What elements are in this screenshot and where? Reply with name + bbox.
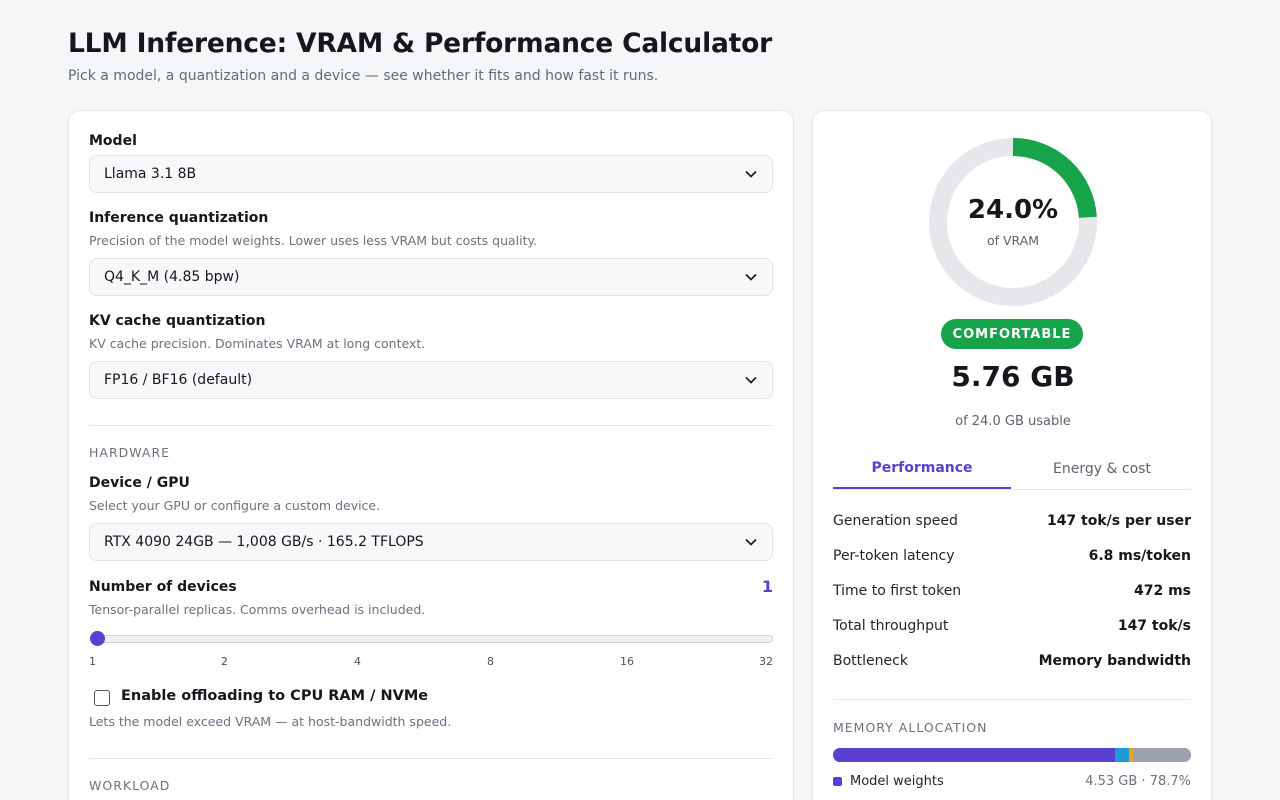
metric-label: Total throughput (833, 618, 949, 634)
status-badge: COMFORTABLE (941, 319, 1083, 349)
memory-section-label: MEMORY ALLOCATION (833, 720, 988, 735)
vram-percent-sub: of VRAM (986, 233, 1040, 248)
vram-usable-text: of 24.0 GB usable (955, 414, 1071, 429)
model-label: Model (89, 133, 137, 149)
inference-quant-label: Inference quantization (89, 210, 269, 226)
vram-gauge-ring (929, 138, 1097, 306)
memory-legend-row: Model weights 4.53 GB · 78.7% (833, 774, 1191, 789)
legend-label: Model weights (850, 774, 944, 789)
metric-label: Time to first token (833, 583, 962, 599)
chevron-down-icon (744, 373, 758, 387)
kv-quant-label: KV cache quantization (89, 313, 266, 329)
tab-energy-cost[interactable]: Energy & cost (1053, 461, 1151, 477)
num-devices-label: Number of devices (89, 579, 237, 595)
slider-tick: 2 (221, 655, 228, 668)
model-select-value: Llama 3.1 8B (104, 166, 197, 182)
metric-label: Per-token latency (833, 548, 955, 564)
workload-section-label: WORKLOAD (89, 778, 171, 793)
vram-gauge (927, 136, 1099, 308)
metric-row: Per-token latency 6.8 ms/token (833, 546, 1191, 566)
hardware-section-label: HARDWARE (89, 445, 171, 460)
num-devices-help: Tensor-parallel replicas. Comms overhead… (89, 602, 426, 617)
slider-tick: 8 (487, 655, 494, 668)
chevron-down-icon (744, 535, 758, 549)
inference-quant-help: Precision of the model weights. Lower us… (89, 233, 538, 248)
device-select-value: RTX 4090 24GB — 1,008 GB/s · 165.2 TFLOP… (104, 534, 424, 550)
device-help: Select your GPU or configure a custom de… (89, 498, 381, 513)
chevron-down-icon (744, 270, 758, 284)
memory-segment-segment-3 (1129, 748, 1133, 762)
slider-tick: 32 (759, 655, 773, 668)
slider-tick: 1 (89, 655, 96, 668)
memory-segment-segment-4 (1132, 748, 1191, 762)
model-select[interactable]: Llama 3.1 8B (89, 155, 773, 193)
chevron-down-icon (744, 167, 758, 181)
kv-quant-select-value: FP16 / BF16 (default) (104, 372, 253, 388)
divider (89, 425, 773, 426)
inference-quant-select-value: Q4_K_M (4.85 bpw) (104, 269, 240, 285)
num-devices-slider-thumb[interactable] (90, 631, 105, 646)
offload-label[interactable]: Enable offloading to CPU RAM / NVMe (121, 688, 429, 704)
offload-help: Lets the model exceed VRAM — at host-ban… (89, 714, 452, 729)
page-subtitle: Pick a model, a quantization and a devic… (68, 68, 659, 84)
slider-tick: 16 (620, 655, 634, 668)
legend-swatch (833, 777, 842, 786)
config-panel: Model Llama 3.1 8B Inference quantizatio… (68, 110, 794, 800)
metric-value: 147 tok/s (1117, 618, 1191, 634)
metric-value: 472 ms (1133, 583, 1191, 599)
metric-row: Time to first token 472 ms (833, 581, 1191, 601)
divider (89, 758, 773, 759)
vram-used-value: 5.76 GB (951, 360, 1075, 393)
tab-performance[interactable]: Performance (833, 449, 1011, 489)
metric-value: Memory bandwidth (1038, 653, 1191, 669)
device-label: Device / GPU (89, 475, 190, 491)
slider-tick: 4 (354, 655, 361, 668)
memory-segment-model-weights (833, 748, 1115, 762)
kv-quant-select[interactable]: FP16 / BF16 (default) (89, 361, 773, 399)
results-panel: 24.0% of VRAM COMFORTABLE 5.76 GB of 24.… (812, 110, 1212, 800)
num-devices-value: 1 (761, 577, 773, 596)
metric-row: Bottleneck Memory bandwidth (833, 651, 1191, 671)
num-devices-slider-track[interactable] (97, 635, 773, 643)
metric-row: Total throughput 147 tok/s (833, 616, 1191, 636)
gauge-fill (929, 138, 1097, 306)
metric-value: 6.8 ms/token (1088, 548, 1191, 564)
vram-percent: 24.0% (967, 195, 1059, 225)
legend-value: 4.53 GB · 78.7% (1085, 774, 1191, 789)
tab-divider (833, 489, 1191, 490)
inference-quant-select[interactable]: Q4_K_M (4.85 bpw) (89, 258, 773, 296)
metric-value: 147 tok/s per user (1046, 513, 1191, 529)
offload-checkbox[interactable] (94, 690, 110, 706)
device-select[interactable]: RTX 4090 24GB — 1,008 GB/s · 165.2 TFLOP… (89, 523, 773, 561)
metric-label: Bottleneck (833, 653, 908, 669)
metric-row: Generation speed 147 tok/s per user (833, 511, 1191, 531)
divider (833, 699, 1191, 700)
memory-allocation-bar (833, 748, 1191, 762)
metric-label: Generation speed (833, 513, 958, 529)
memory-segment-segment-2 (1114, 748, 1130, 762)
kv-quant-help: KV cache precision. Dominates VRAM at lo… (89, 336, 426, 351)
page-title: LLM Inference: VRAM & Performance Calcul… (68, 28, 772, 59)
